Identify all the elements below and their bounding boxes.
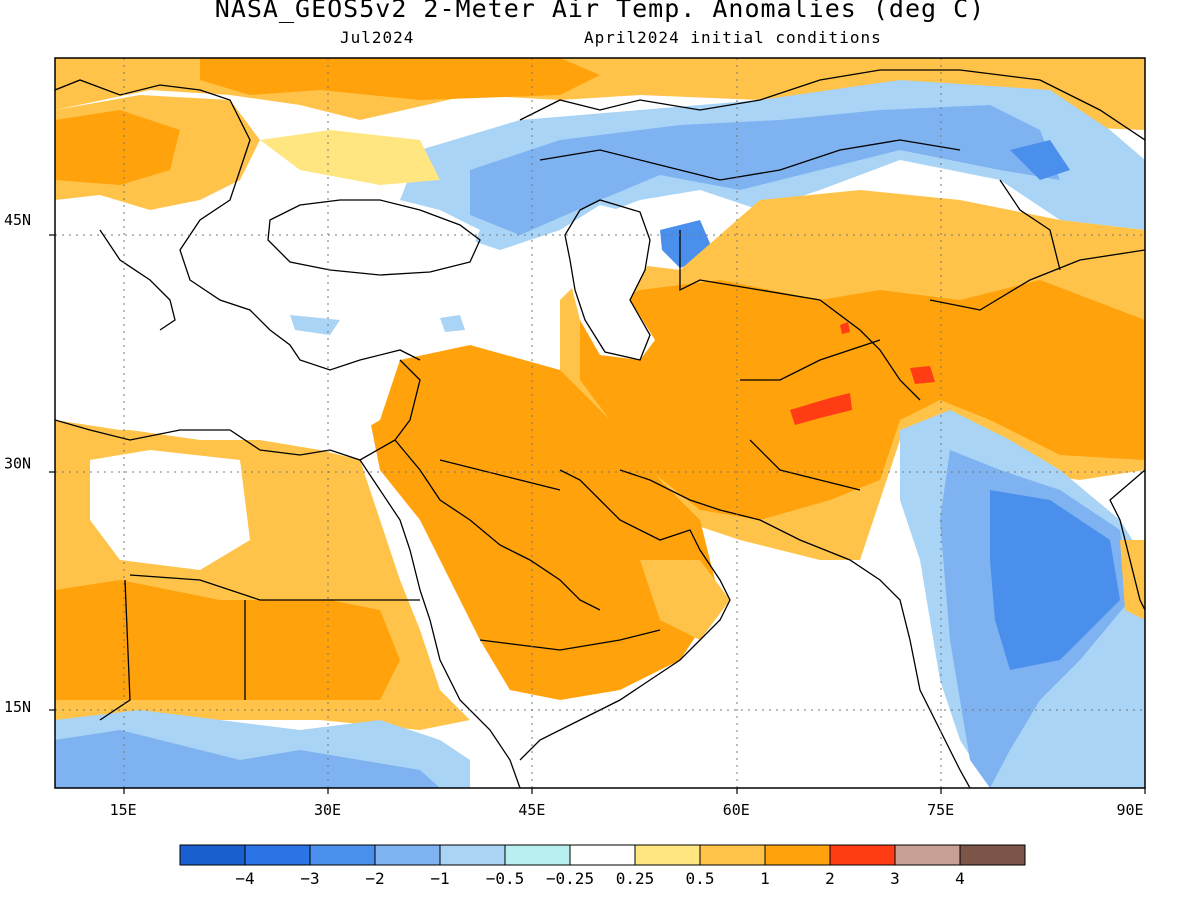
colorbar-swatch [959, 844, 1026, 866]
colorbar-swatch [829, 844, 896, 866]
graticule [55, 58, 1145, 788]
colorbar-swatch [764, 844, 831, 866]
lon-tick-label: 90E [1116, 801, 1143, 819]
map-frame [54, 57, 1146, 789]
colorbar-swatch [179, 844, 246, 866]
tick-marks [49, 234, 1146, 794]
colorbar-swatch [504, 844, 571, 866]
lat-tick-label: 15N [4, 698, 31, 716]
colorbar-label: −2 [365, 869, 384, 888]
lon-tick-label: 60E [723, 801, 750, 819]
colorbar-label: 1 [760, 869, 770, 888]
lon-tick-label: 30E [314, 801, 341, 819]
lon-tick-label: 45E [518, 801, 545, 819]
colorbar-labels: −4 −3 −2 −1 −0.5 −0.25 0.25 0.5 1 2 3 4 [235, 869, 964, 888]
colorbar-label: −3 [300, 869, 319, 888]
colorbar-label: 3 [890, 869, 900, 888]
colorbar-label: −0.25 [546, 869, 594, 888]
colorbar-label: 0.5 [686, 869, 715, 888]
anomaly-field [55, 58, 1145, 788]
lon-tick-label: 75E [927, 801, 954, 819]
colorbar-label: 0.25 [616, 869, 655, 888]
colorbar-swatch [374, 844, 441, 866]
longitude-labels: 15E 30E 45E 60E 75E 90E [110, 801, 1144, 819]
latitude-labels: 45N 30N 15N [4, 211, 31, 716]
colorbar-swatch [634, 844, 701, 866]
colorbar-swatch [569, 844, 636, 866]
lat-tick-label: 45N [4, 211, 31, 229]
colorbar-label: 2 [825, 869, 835, 888]
colorbar-swatch [309, 844, 376, 866]
lon-tick-label: 15E [110, 801, 137, 819]
lat-tick-label: 30N [4, 455, 31, 473]
coastlines [55, 69, 1145, 788]
chart-title: NASA_GEOS5v2 2-Meter Air Temp. Anomalies… [214, 0, 986, 23]
colorbar-label: −1 [430, 869, 449, 888]
valid-month-label: Jul2024 [340, 28, 415, 47]
colorbar-swatch [244, 844, 311, 866]
colorbar-label: −0.5 [486, 869, 525, 888]
colorbar-swatch [439, 844, 506, 866]
initial-conditions-label: April2024 initial conditions [584, 28, 882, 47]
colorbar-label: 4 [955, 869, 965, 888]
colorbar-swatch [894, 844, 961, 866]
colorbar-swatch [699, 844, 766, 866]
colorbar-label: −4 [235, 869, 254, 888]
colorbar [179, 844, 1026, 866]
